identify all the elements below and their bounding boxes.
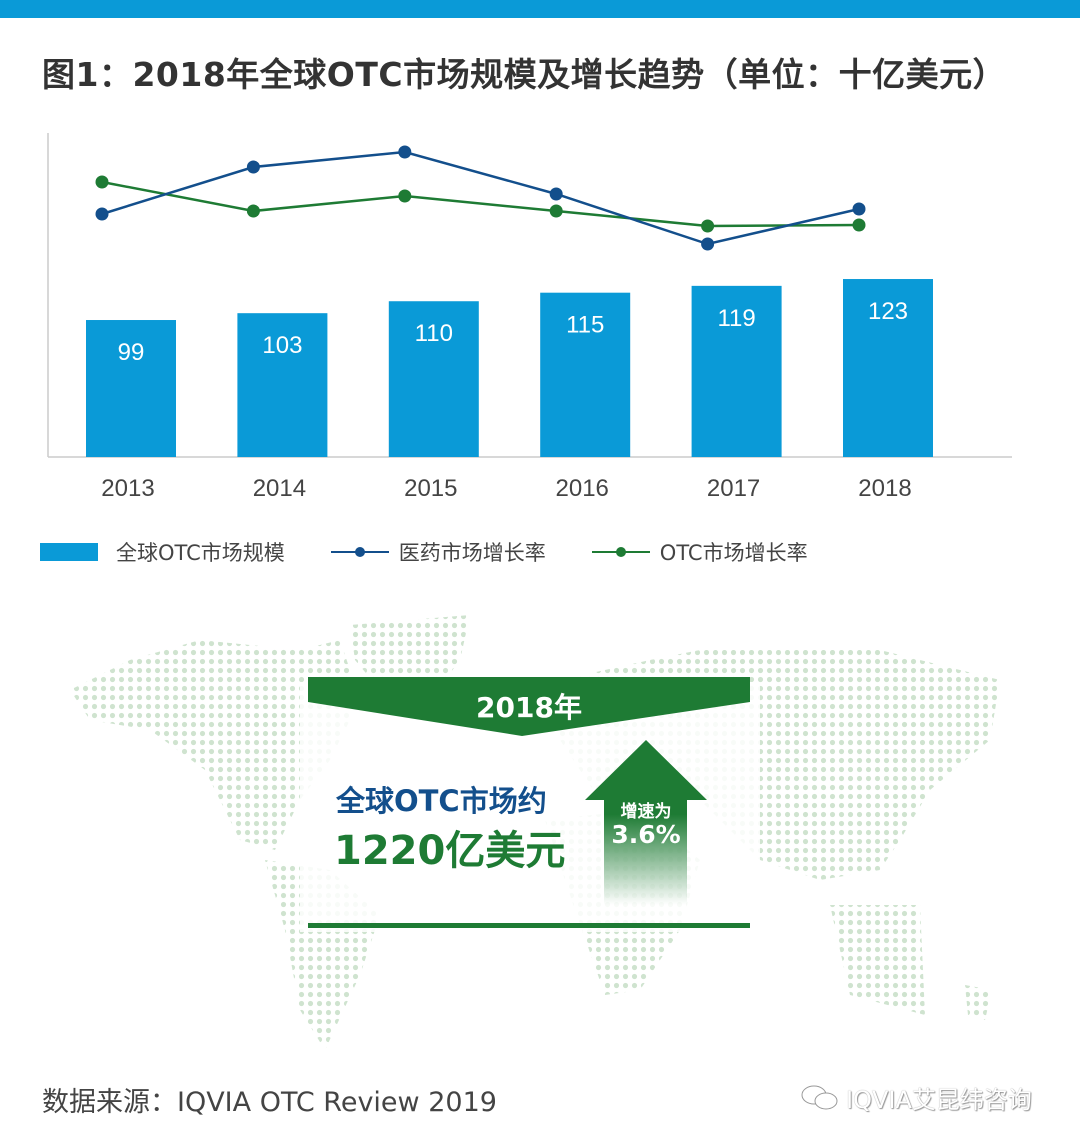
- legend-bar-swatch: [40, 543, 98, 561]
- x-tick-label: 2018: [858, 475, 911, 502]
- year-banner: 2018年: [476, 691, 582, 724]
- bar-value-label: 123: [868, 298, 908, 325]
- growth-arrow-icon: [585, 740, 707, 905]
- pharma-growth-point: [95, 207, 109, 221]
- divider-line: [308, 923, 750, 928]
- x-tick-label: 2014: [253, 475, 306, 502]
- x-tick-label: 2013: [101, 475, 154, 502]
- bar-value-label: 99: [118, 339, 145, 366]
- legend-line-swatch: [591, 547, 650, 557]
- headline-market: 全球OTC市场约: [336, 784, 547, 818]
- map-nz: [965, 985, 992, 1020]
- legend-label: 全球OTC市场规模: [116, 541, 285, 565]
- wechat-icon: [801, 1085, 838, 1109]
- otc-growth-line: [101, 180, 860, 228]
- map-australia: [830, 905, 925, 1015]
- otc-growth-point: [398, 189, 412, 203]
- bar-2017: [691, 285, 782, 457]
- legend-label: OTC市场增长率: [659, 541, 808, 565]
- legend-item-pharma-growth: 医药市场增长率: [330, 537, 546, 567]
- pharma-growth-point: [852, 202, 866, 216]
- legend-item-otc-growth: OTC市场增长率: [591, 537, 808, 567]
- year-banner-shape: [308, 677, 750, 736]
- bar-value-label: 119: [717, 305, 755, 332]
- x-tick-label: 2015: [404, 475, 457, 502]
- bar-value-label: 110: [415, 320, 453, 347]
- growth-label: 增速为: [620, 802, 672, 822]
- pharma-growth-point: [398, 145, 412, 159]
- pharma-growth-point: [549, 187, 563, 201]
- otc-growth-point: [701, 219, 715, 233]
- watermark-text: IQVIA艾昆纬咨询: [846, 1086, 1032, 1114]
- growth-value: 3.6%: [611, 820, 681, 849]
- source-note: 数据来源：IQVIA OTC Review 2019: [42, 1087, 497, 1118]
- watermark: IQVIA艾昆纬咨询: [800, 1080, 1032, 1115]
- legend: 全球OTC市场规模 医药市场增长率 OTC市场增长率: [40, 537, 854, 567]
- headline-value: 1220亿美元: [334, 828, 566, 874]
- legend-item-otc-size: 全球OTC市场规模: [40, 537, 285, 567]
- bar-2013: [86, 320, 176, 457]
- pharma-growth-point: [246, 160, 260, 174]
- chart-title: 图1：2018年全球OTC市场规模及增长趋势（单位：十亿美元）: [42, 55, 1007, 94]
- legend-label: 医药市场增长率: [398, 541, 546, 565]
- bar-2018: [843, 279, 933, 457]
- otc-growth-point: [852, 218, 866, 232]
- bar-2014: [237, 313, 328, 457]
- bar-2015: [388, 301, 479, 457]
- otc-growth-point: [95, 175, 109, 189]
- bar-value-label: 103: [262, 332, 302, 359]
- otc-growth-point: [549, 204, 563, 218]
- map-north-america: [70, 640, 360, 850]
- pharma-growth-line: [101, 150, 860, 246]
- x-tick-label: 2016: [556, 475, 609, 502]
- pharma-growth-point: [701, 237, 715, 251]
- legend-line-swatch: [330, 547, 389, 557]
- chart-area: 99 103 110 115 119 123 2013 2014 2015 2016 2017 20…: [47, 133, 1012, 502]
- x-tick-label: 2017: [707, 475, 760, 502]
- bar-value-label: 115: [566, 312, 604, 339]
- otc-growth-point: [246, 204, 260, 218]
- top-accent-bar: [0, 0, 1080, 18]
- bar-2016: [540, 292, 631, 457]
